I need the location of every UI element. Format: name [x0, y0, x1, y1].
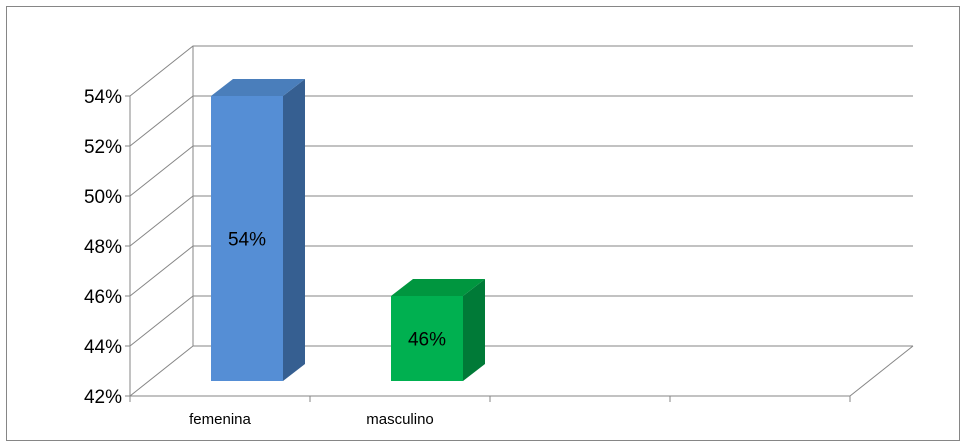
x-axis-tick-labels: femenina masculino — [189, 411, 434, 428]
gridline — [129, 45, 913, 97]
axes — [125, 95, 851, 402]
gridline — [129, 145, 913, 197]
y-tick-label: 52% — [84, 137, 122, 158]
y-tick-label: 46% — [84, 287, 122, 308]
bar-top — [211, 79, 305, 96]
y-tick-label: 54% — [84, 87, 122, 108]
bar-side — [463, 279, 485, 381]
bars — [211, 79, 485, 381]
data-label: 46% — [408, 330, 446, 351]
y-tick-label: 42% — [84, 387, 122, 408]
y-tick-label: 48% — [84, 237, 122, 258]
gridline — [129, 245, 913, 297]
bar-front — [211, 96, 283, 381]
gridline — [129, 195, 913, 247]
bar — [391, 279, 485, 381]
y-axis-tick-labels: 42% 44% 46% 48% 50% 52% 54% — [84, 87, 122, 408]
data-labels: 54% 46% — [228, 230, 446, 351]
chart-border — [6, 6, 960, 441]
gridlines — [129, 45, 913, 397]
bar-side — [283, 79, 305, 381]
x-tick-label: femenina — [189, 411, 251, 428]
floor-edge — [849, 345, 914, 397]
bar — [211, 79, 305, 381]
gridline — [129, 345, 913, 397]
y-tick-label: 50% — [84, 187, 122, 208]
y-tick-label: 44% — [84, 337, 122, 358]
bar-front — [391, 296, 463, 381]
gridline — [129, 295, 913, 347]
x-tick-label: masculino — [366, 411, 434, 428]
data-label: 54% — [228, 230, 266, 251]
bar-top — [391, 279, 485, 296]
gridline — [129, 95, 913, 147]
